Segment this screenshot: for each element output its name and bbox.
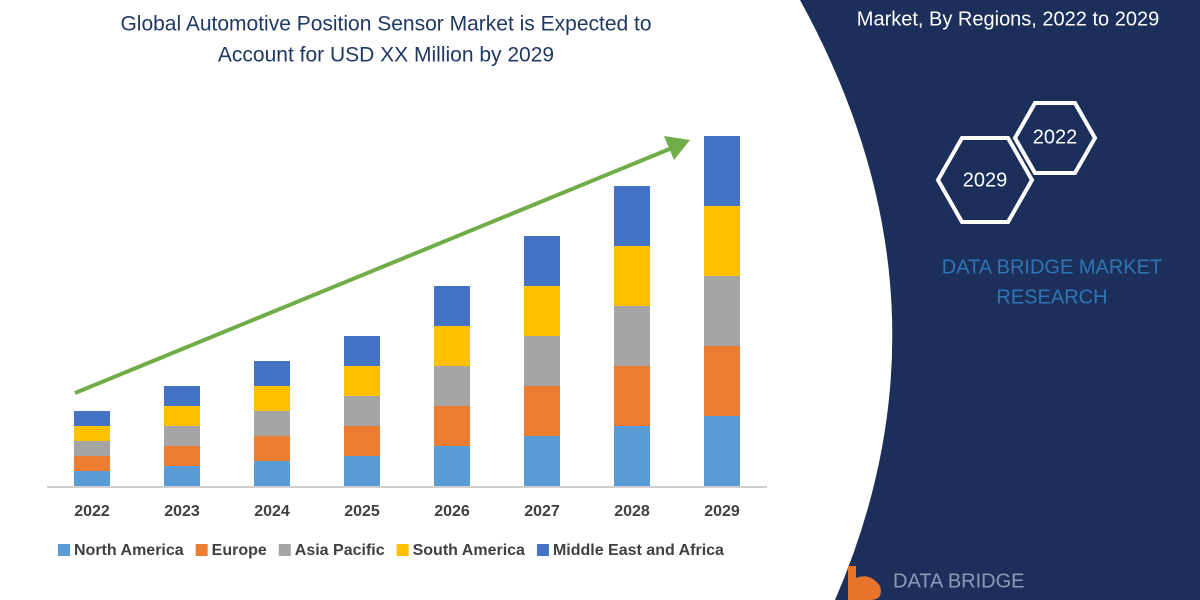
x-tick-label: 2028: [614, 503, 650, 520]
bar-segment: [344, 336, 380, 366]
bar-segment: [704, 136, 740, 206]
bar-segment: [434, 366, 470, 406]
bar-segment: [434, 406, 470, 446]
chart-title: Account for USD XX Million by 2029: [218, 44, 554, 67]
bar-segment: [614, 426, 650, 486]
bar-segment: [164, 446, 200, 466]
legend-swatch: [58, 544, 70, 556]
x-tick-label: 2024: [254, 503, 290, 520]
bar-segment: [434, 446, 470, 486]
bar-segment: [254, 436, 290, 461]
bar-segment: [704, 346, 740, 416]
bar-segment: [344, 456, 380, 486]
logo-icon: [848, 566, 881, 600]
bar-segment: [614, 246, 650, 306]
side-panel: [800, 0, 1200, 600]
bar-segment: [524, 286, 560, 336]
x-tick-label: 2029: [704, 503, 740, 520]
bar-segment: [614, 306, 650, 366]
bar-segment: [524, 436, 560, 486]
x-tick-label: 2023: [164, 503, 200, 520]
panel-subtitle: Market, By Regions, 2022 to 2029: [857, 8, 1159, 30]
bar-segment: [434, 326, 470, 366]
bar-segment: [164, 386, 200, 406]
bar-segment: [74, 471, 110, 486]
bar-segment: [254, 386, 290, 411]
bar-segment: [74, 426, 110, 441]
bar-segment: [164, 426, 200, 446]
legend-label: Europe: [212, 542, 267, 559]
bar-segment: [434, 286, 470, 326]
trend-arrow-head: [664, 136, 690, 160]
bar-segment: [344, 366, 380, 396]
legend-label: Middle East and Africa: [553, 542, 724, 559]
bar-segment: [704, 416, 740, 486]
bar-segment: [524, 336, 560, 386]
hexagon: [1012, 101, 1098, 175]
bar-segment: [524, 236, 560, 286]
bar-segment: [254, 461, 290, 486]
brand-text: DATA BRIDGE MARKET: [942, 256, 1162, 278]
bar-segment: [344, 396, 380, 426]
logo-text: DATA BRIDGE: [893, 570, 1025, 592]
legend-swatch: [278, 544, 291, 556]
legend-label: South America: [413, 542, 525, 559]
bar-segment: [254, 361, 290, 386]
bar-segment: [254, 411, 290, 436]
legend-swatch: [536, 544, 549, 556]
bar-segment: [614, 186, 650, 246]
bar-segment: [74, 456, 110, 471]
x-tick-label: 2027: [524, 503, 560, 520]
legend-swatch: [195, 544, 208, 556]
hexagon-label: 2022: [1033, 126, 1078, 148]
bar-segment: [704, 206, 740, 276]
bar-segment: [74, 441, 110, 456]
bar-segment: [704, 276, 740, 346]
hexagon-label: 2029: [963, 169, 1008, 191]
hexagon: [935, 136, 1035, 224]
legend-label: North America: [74, 542, 184, 559]
bar-segment: [164, 466, 200, 486]
x-tick-label: 2026: [434, 503, 470, 520]
x-tick-label: 2022: [74, 503, 110, 520]
bar-segment: [74, 411, 110, 426]
chart-title: Global Automotive Position Sensor Market…: [120, 13, 651, 36]
bar-segment: [614, 366, 650, 426]
brand-text: RESEARCH: [996, 286, 1107, 308]
bar-segment: [344, 426, 380, 456]
bar-segment: [164, 406, 200, 426]
bar-segment: [524, 386, 560, 436]
legend-swatch: [396, 544, 409, 556]
trend-arrow: [74, 146, 673, 395]
legend-label: Asia Pacific: [295, 542, 385, 559]
x-tick-label: 2025: [344, 503, 380, 520]
